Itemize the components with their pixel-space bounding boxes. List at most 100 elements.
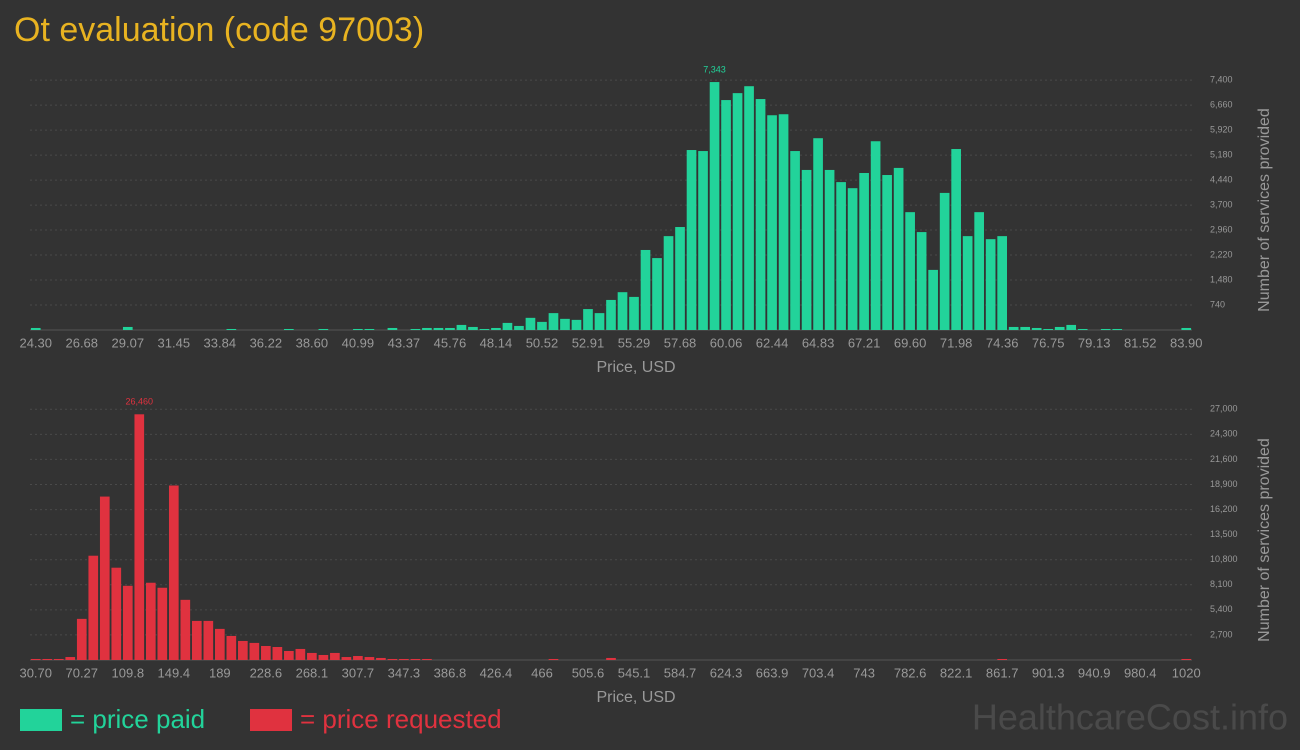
bar: [456, 324, 467, 330]
x-tick-label: 822.1: [940, 665, 973, 680]
y-tick-label: 2,700: [1210, 629, 1233, 639]
bar: [1181, 327, 1192, 330]
bar: [939, 192, 950, 330]
bar: [226, 635, 237, 660]
bar: [180, 599, 191, 660]
bar: [238, 640, 248, 660]
x-tick-label: 74.36: [986, 335, 1019, 350]
x-tick-label: 60.06: [710, 335, 743, 350]
x-tick-label: 62.44: [756, 335, 789, 350]
x-tick-label: 48.14: [480, 335, 513, 350]
bar: [1100, 328, 1111, 330]
x-tick-label: 81.52: [1124, 335, 1157, 350]
x-tick-label: 70.27: [65, 665, 98, 680]
bar: [951, 149, 961, 330]
bar: [330, 652, 340, 660]
bar: [571, 319, 582, 330]
legend-label: = price paid: [70, 704, 205, 734]
x-tick-label: 426.4: [480, 665, 513, 680]
bar: [928, 269, 938, 330]
x-tick-label: 386.8: [434, 665, 467, 680]
bar: [65, 657, 76, 660]
bar: [962, 236, 973, 330]
bar: [214, 628, 225, 660]
bar: [767, 115, 777, 330]
page-title: Ot evaluation (code 97003): [14, 11, 424, 49]
bar: [76, 618, 87, 660]
x-tick-label: 76.75: [1032, 335, 1065, 350]
bar: [525, 317, 536, 330]
bar: [422, 658, 432, 660]
bar: [1031, 327, 1042, 330]
y-tick-label: 5,180: [1210, 149, 1233, 159]
bar: [491, 327, 501, 330]
bar: [341, 657, 352, 660]
bar: [882, 175, 892, 330]
y-tick-label: 27,000: [1210, 404, 1238, 414]
x-tick-label: 545.1: [618, 665, 651, 680]
value-label: 7,343: [703, 64, 726, 74]
bar: [583, 309, 593, 330]
bar: [111, 567, 122, 660]
x-tick-label: 36.22: [250, 335, 283, 350]
bar: [272, 647, 283, 660]
y-tick-label: 3,700: [1210, 199, 1233, 209]
y-tick-label: 7,400: [1210, 75, 1233, 85]
x-tick-label: 67.21: [848, 335, 881, 350]
bar: [905, 212, 915, 330]
x-tick-label: 782.6: [894, 665, 927, 680]
x-tick-label: 743: [853, 665, 875, 680]
x-axis-title: Price, USD: [596, 359, 675, 376]
bar: [675, 227, 685, 330]
bar: [364, 328, 375, 330]
bar: [709, 82, 720, 331]
y-axis-title: Number of services provided: [1256, 108, 1273, 312]
y-tick-label: 16,200: [1210, 504, 1238, 514]
bar: [53, 658, 64, 660]
bar: [755, 99, 766, 330]
x-tick-label: 71.98: [940, 335, 973, 350]
bar: [652, 258, 662, 330]
bar: [445, 327, 455, 330]
bar: [1054, 326, 1065, 330]
bar: [88, 555, 99, 660]
bar: [376, 657, 386, 660]
bar: [1020, 326, 1031, 330]
bar: [353, 656, 363, 660]
x-tick-label: 584.7: [664, 665, 697, 680]
bar: [122, 326, 133, 330]
x-tick-label: 901.3: [1032, 665, 1065, 680]
bar: [249, 642, 260, 660]
x-tick-label: 69.60: [894, 335, 927, 350]
x-tick-label: 55.29: [618, 335, 651, 350]
bar: [686, 150, 697, 330]
bar: [847, 188, 858, 330]
bar: [514, 325, 524, 330]
bar: [284, 328, 294, 330]
bar: [548, 313, 559, 330]
bar: [387, 658, 398, 660]
x-tick-label: 466: [531, 665, 553, 680]
bar: [157, 587, 168, 660]
x-tick-label: 31.45: [158, 335, 191, 350]
bar: [606, 657, 616, 660]
bar: [1043, 328, 1054, 330]
x-tick-label: 228.6: [250, 665, 283, 680]
x-tick-label: 624.3: [710, 665, 743, 680]
bar: [1112, 328, 1123, 330]
bar: [560, 318, 570, 330]
bar: [468, 326, 478, 330]
bar: [836, 182, 846, 330]
bar: [399, 658, 409, 660]
x-tick-label: 79.13: [1078, 335, 1111, 350]
bar: [30, 327, 41, 330]
bar: [997, 658, 1008, 660]
bar: [663, 236, 674, 330]
y-tick-label: 5,400: [1210, 604, 1233, 614]
x-tick-label: 149.4: [158, 665, 191, 680]
x-tick-label: 347.3: [388, 665, 421, 680]
bar: [284, 650, 294, 660]
legend-label: = price requested: [300, 704, 502, 734]
x-tick-label: 861.7: [986, 665, 1019, 680]
